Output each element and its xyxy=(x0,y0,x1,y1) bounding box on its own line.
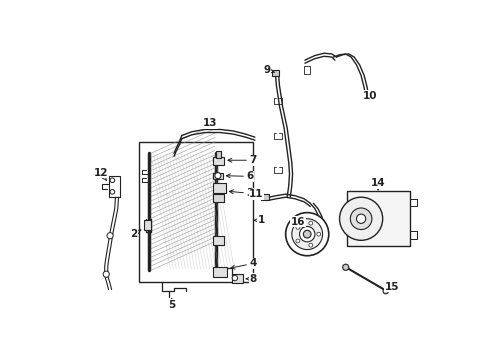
Bar xyxy=(213,236,224,245)
Circle shape xyxy=(232,275,237,281)
Text: 13: 13 xyxy=(203,118,217,129)
Circle shape xyxy=(110,178,115,183)
Circle shape xyxy=(349,208,371,230)
Circle shape xyxy=(308,221,312,225)
Bar xyxy=(213,266,226,276)
Circle shape xyxy=(110,189,115,194)
Bar xyxy=(213,183,225,193)
Bar xyxy=(213,194,224,202)
Text: 10: 10 xyxy=(363,91,377,100)
Text: 8: 8 xyxy=(245,274,256,284)
Circle shape xyxy=(303,230,310,238)
Bar xyxy=(139,142,253,282)
Text: 6: 6 xyxy=(226,171,253,181)
Circle shape xyxy=(214,172,221,179)
Text: 7: 7 xyxy=(227,155,257,165)
Text: 16: 16 xyxy=(290,217,305,228)
Circle shape xyxy=(291,219,322,249)
Circle shape xyxy=(299,226,314,242)
Text: 4: 4 xyxy=(230,258,257,269)
Bar xyxy=(143,220,151,230)
Circle shape xyxy=(316,232,320,236)
Text: 9: 9 xyxy=(263,65,274,75)
Text: 11: 11 xyxy=(248,189,263,199)
Circle shape xyxy=(356,214,365,223)
Circle shape xyxy=(342,264,348,270)
Text: 1: 1 xyxy=(253,215,264,225)
Text: 3: 3 xyxy=(229,188,253,198)
Bar xyxy=(213,157,224,165)
Circle shape xyxy=(382,288,387,294)
Circle shape xyxy=(107,233,113,239)
Text: 15: 15 xyxy=(384,282,398,292)
Bar xyxy=(261,194,268,200)
Circle shape xyxy=(295,239,299,243)
Text: 2: 2 xyxy=(130,229,141,239)
Bar xyxy=(231,274,242,283)
Text: 12: 12 xyxy=(93,167,108,180)
Bar xyxy=(216,151,221,158)
Text: 14: 14 xyxy=(370,178,385,190)
Circle shape xyxy=(295,225,299,229)
Bar xyxy=(271,70,279,76)
Text: 5: 5 xyxy=(168,298,175,310)
Circle shape xyxy=(339,197,382,240)
Circle shape xyxy=(285,213,328,256)
Bar xyxy=(213,172,222,180)
Circle shape xyxy=(308,243,312,247)
Bar xyxy=(346,191,409,247)
Circle shape xyxy=(103,271,109,277)
